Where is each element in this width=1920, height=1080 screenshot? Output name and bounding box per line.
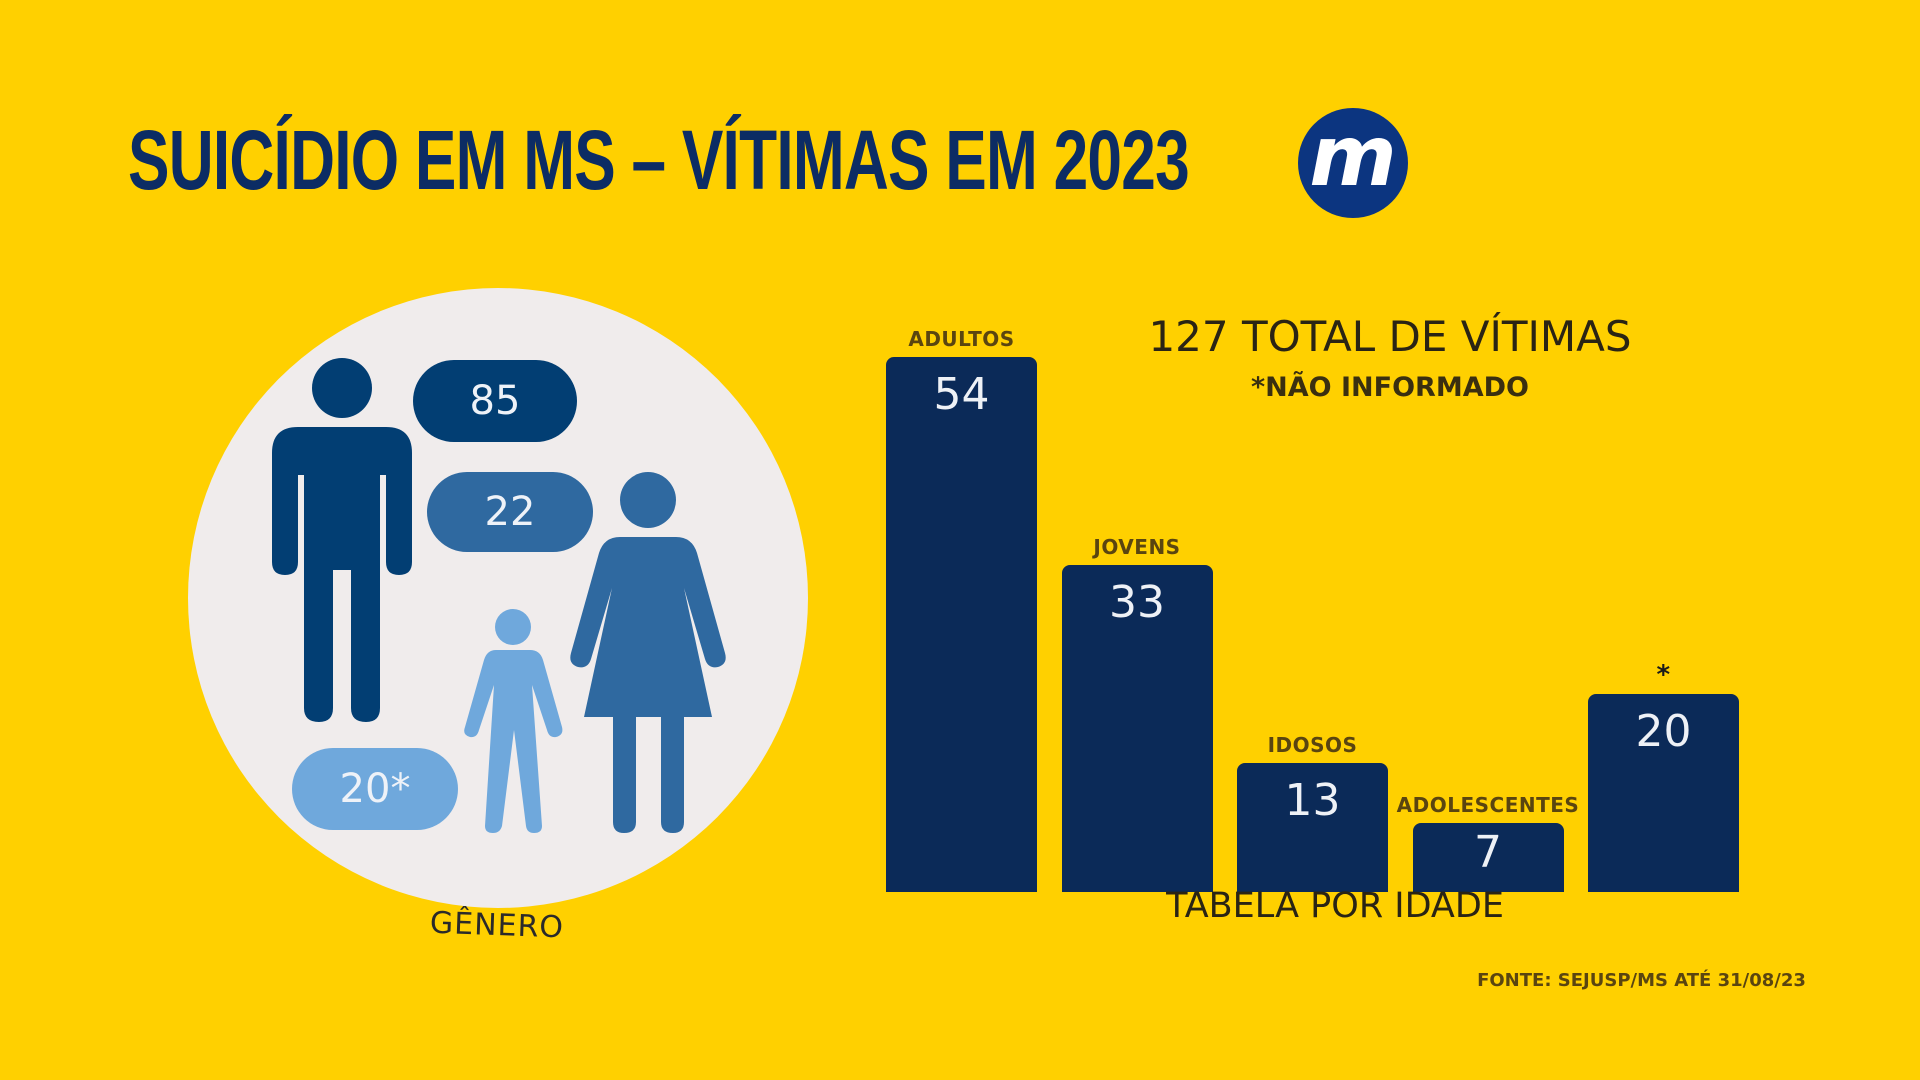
women-count: 22 bbox=[484, 489, 536, 535]
bar-value-label: 13 bbox=[1284, 775, 1341, 827]
source-note: FONTE: SEJUSP/MS ATÉ 31/08/23 bbox=[1477, 970, 1806, 991]
men-count: 85 bbox=[469, 378, 521, 424]
bar-value-label: 20 bbox=[1635, 706, 1692, 757]
bar-value-label: 54 bbox=[933, 369, 990, 421]
logo-letter: m bbox=[1309, 107, 1397, 205]
child-icon bbox=[464, 609, 563, 833]
bar-value-label: 33 bbox=[1109, 577, 1165, 629]
bar-category-label: ADULTOS bbox=[908, 327, 1015, 352]
woman-icon bbox=[570, 472, 726, 833]
page-title: SUICÍDIO EM MS – VÍTIMAS EM 2023 bbox=[128, 113, 1190, 207]
brand-logo: m bbox=[1298, 108, 1408, 218]
bar-category-label: ADOLESCENTES bbox=[1396, 792, 1580, 817]
bar-adolescentes: 7 bbox=[1412, 822, 1564, 892]
man-icon bbox=[272, 358, 412, 722]
bar-adultos: 54 bbox=[886, 357, 1037, 892]
chart-subtitle: *NÃO INFORMADO bbox=[1251, 372, 1529, 403]
bar-jovens: 33 bbox=[1061, 565, 1213, 892]
men-count-pill: 85 bbox=[413, 360, 577, 442]
chart-title: 127 TOTAL DE VÍTIMAS bbox=[1148, 312, 1632, 361]
chart-xlabel: TABELA POR IDADE bbox=[1166, 886, 1504, 926]
bar-category-label: IDOSOS bbox=[1267, 733, 1358, 758]
bar-idosos: 13 bbox=[1237, 763, 1388, 892]
women-count-pill: 22 bbox=[427, 472, 593, 552]
unknown-count-pill: 20* bbox=[292, 748, 458, 830]
bar-value-label: 7 bbox=[1474, 826, 1502, 878]
unknown-count: 20* bbox=[339, 766, 411, 812]
bar-nao-informado: 20 bbox=[1588, 694, 1739, 892]
bar-category-label: * bbox=[1656, 660, 1671, 690]
bar-category-label: JOVENS bbox=[1093, 535, 1181, 560]
